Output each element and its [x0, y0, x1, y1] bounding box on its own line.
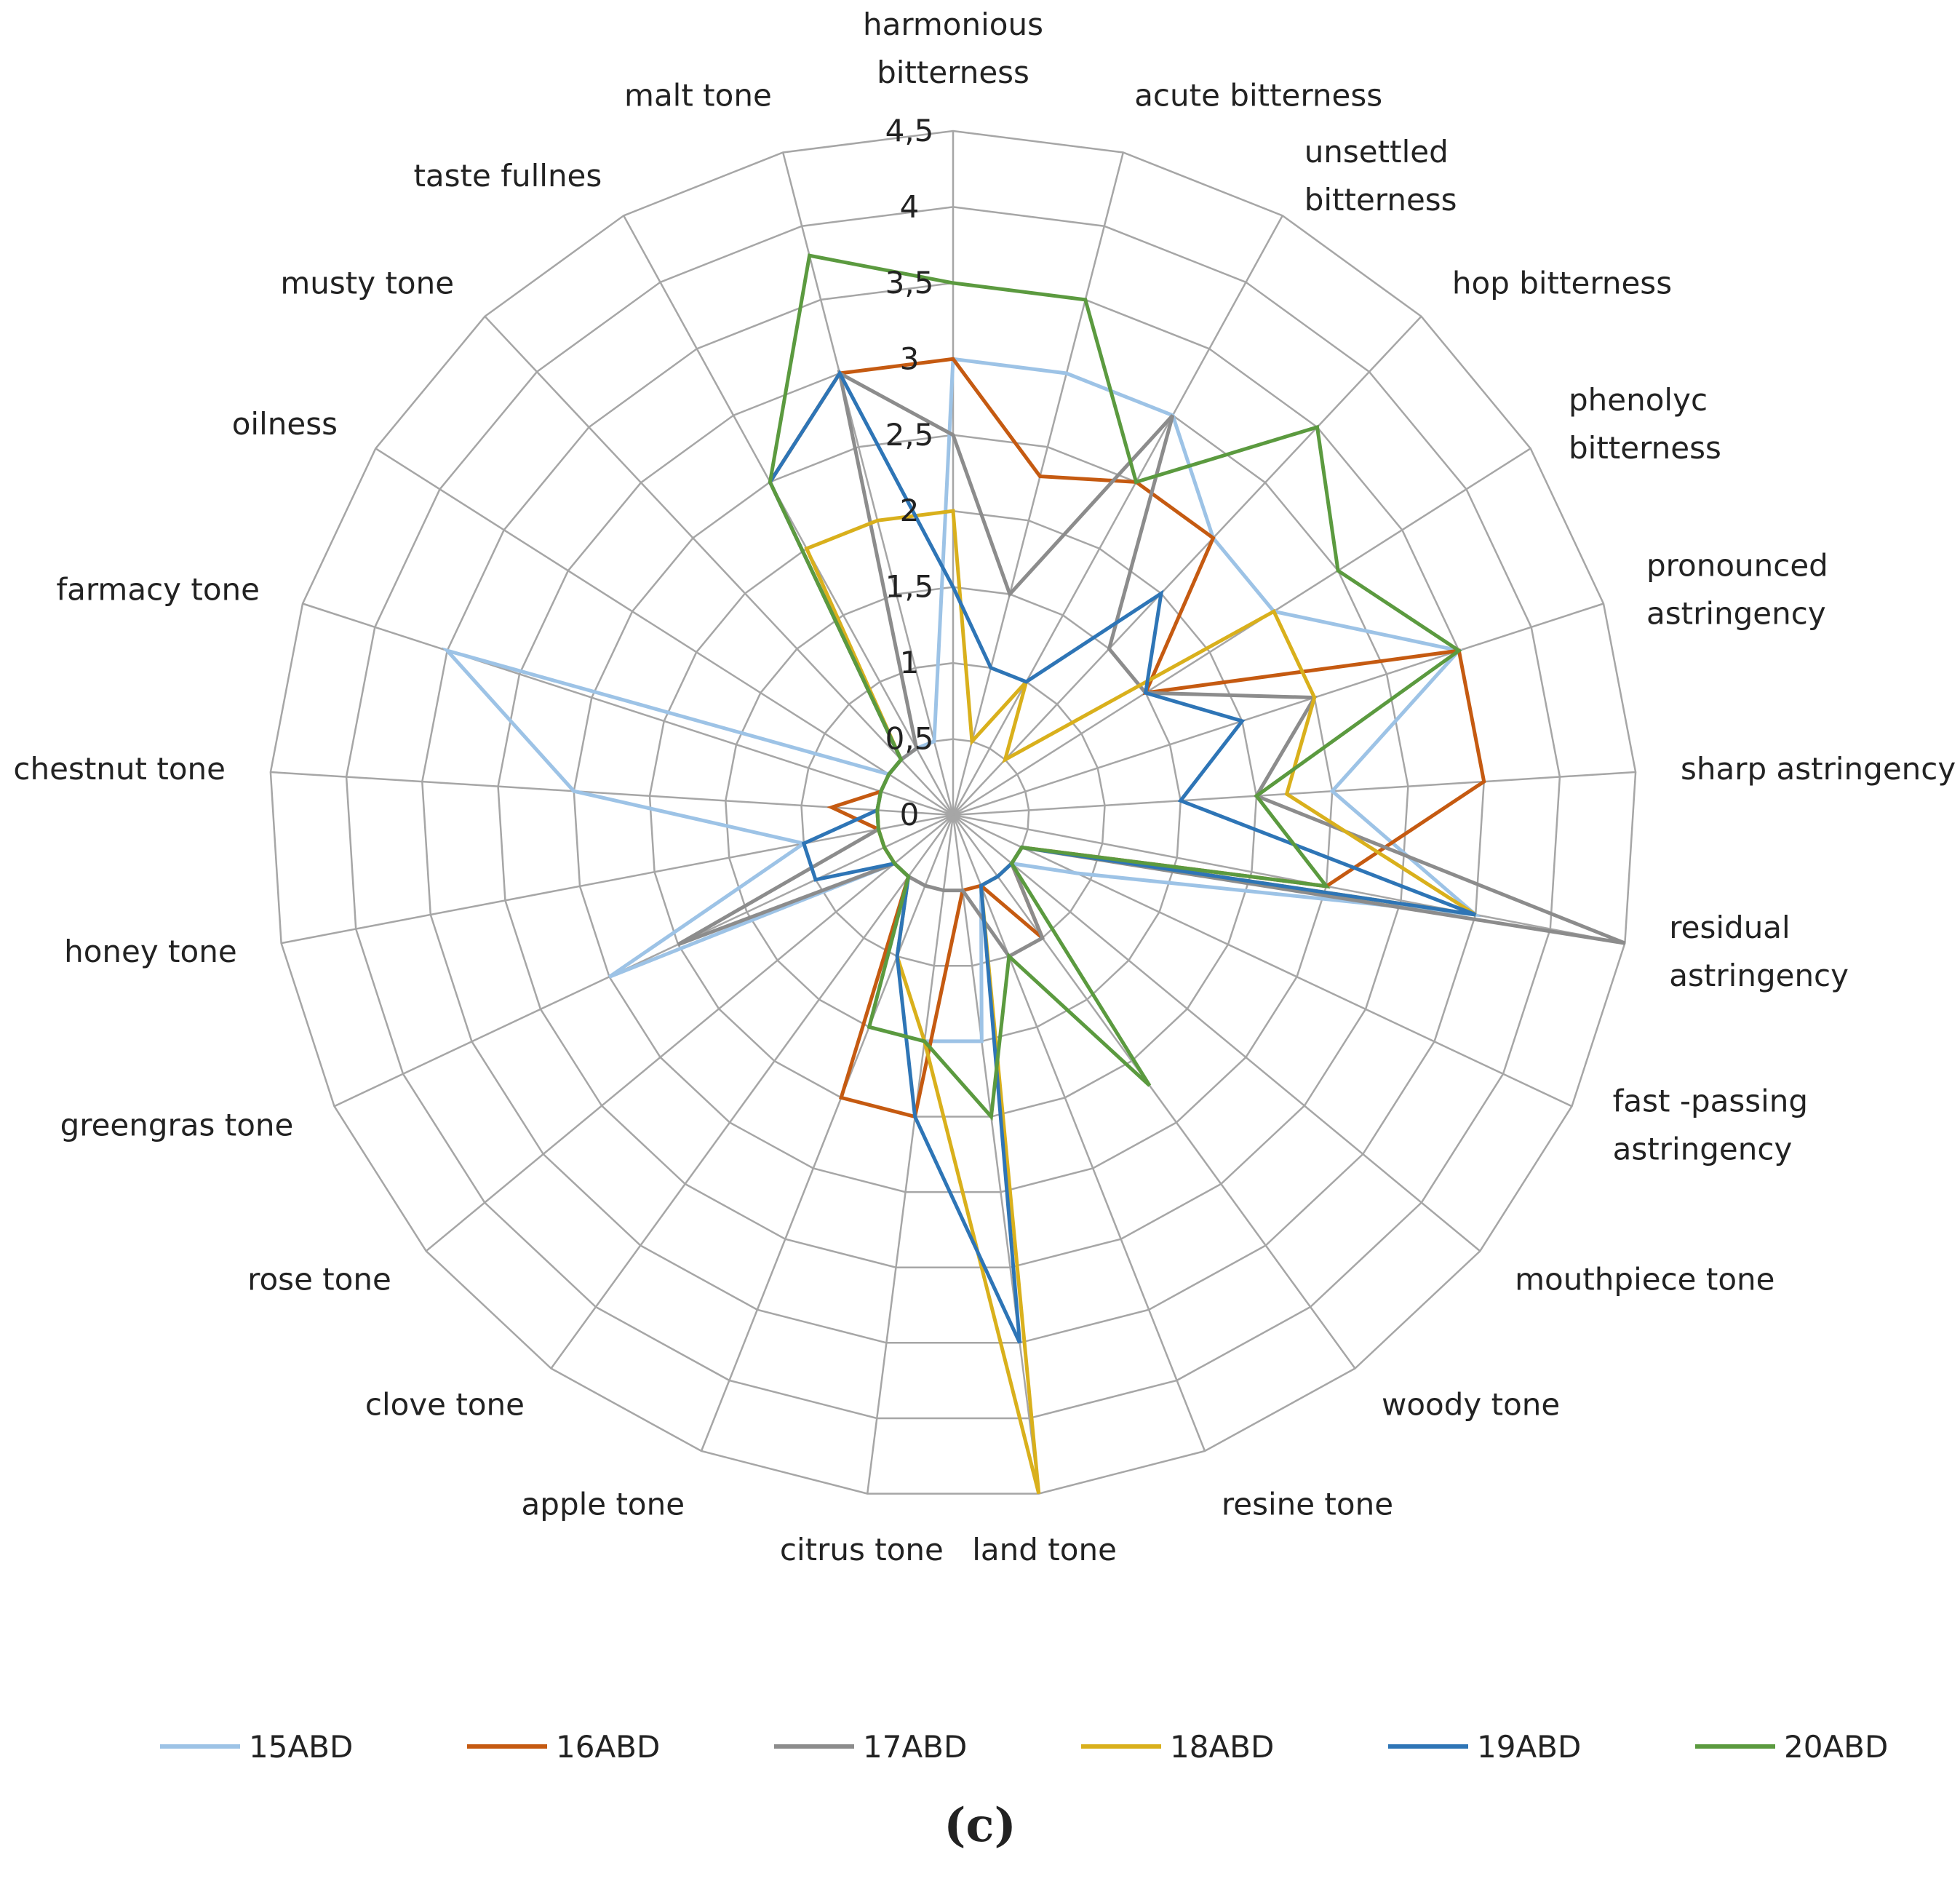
axis-label: mouthpiece tone [1515, 1262, 1774, 1297]
axis-label: greengras tone [60, 1108, 294, 1143]
data-series [442, 253, 1626, 1495]
legend-label: 15ABD [249, 1729, 353, 1765]
panel-label: (c) [944, 1798, 1016, 1853]
tick-label: 2,5 [885, 417, 934, 453]
spoke-line [700, 814, 955, 1452]
tick-label: 1,5 [885, 569, 934, 605]
spoke-line [302, 603, 954, 816]
spoke-line [952, 814, 1040, 1494]
legend-label: 17ABD [863, 1729, 967, 1765]
spoke-line [952, 814, 1206, 1452]
axis-label: residual astringency [1669, 910, 1849, 993]
tick-label: 4 [900, 188, 920, 224]
axis-label: pronounced astringency [1646, 547, 1828, 631]
spoke-line [952, 814, 1573, 1108]
legend-label: 18ABD [1170, 1729, 1274, 1765]
axis-label: phenolyc bitterness [1569, 382, 1721, 466]
axis-label: unsettled bitterness [1304, 134, 1457, 218]
axis-label: harmonious bitterness [863, 7, 1043, 90]
axis-label: acute bitterness [1134, 78, 1382, 114]
tick-label: 1 [900, 645, 920, 680]
spoke-line [952, 152, 1125, 816]
axis-label: sharp astringency [1681, 751, 1956, 787]
axis-label: hop bitterness [1452, 266, 1672, 301]
axis-labels: harmonious bitterness acute bitterness unse… [13, 7, 1956, 1567]
spoke-line [484, 315, 954, 816]
tick-label: 0,5 [885, 721, 934, 757]
tick-label: 0 [900, 797, 920, 832]
spoke-line [281, 814, 954, 945]
spoke-line [952, 315, 1422, 816]
series-line-15ABD [442, 357, 1481, 1044]
spoke-line [952, 814, 1481, 1252]
tick-label: 2 [900, 493, 920, 528]
legend-label: 16ABD [556, 1729, 660, 1765]
grid-ring [269, 130, 1637, 1495]
tick-label: 3 [900, 341, 920, 376]
radar-spokes [270, 131, 1636, 1494]
spoke-line [550, 814, 955, 1370]
spoke-line [952, 814, 1625, 945]
grid-ring [497, 358, 1409, 1268]
spoke-line [781, 152, 955, 816]
axis-label: oilness [232, 406, 338, 442]
axis-label: malt tone [624, 78, 772, 114]
axis-label: citrus tone [780, 1532, 944, 1567]
spoke-line [333, 814, 954, 1108]
axis-label: musty tone [280, 266, 454, 301]
axis-label: farmacy tone [56, 571, 260, 607]
spoke-line [952, 448, 1531, 816]
spoke-line [425, 814, 954, 1252]
legend: 15ABD 16ABD 17ABD 18ABD 19ABD 20ABD [160, 1729, 1888, 1765]
spoke-line [952, 215, 1283, 816]
axis-label: taste fullnes [413, 158, 602, 194]
grid-ring [800, 661, 1106, 967]
grid-ring [345, 206, 1561, 1420]
spoke-line [952, 771, 1636, 816]
axis-label: apple tone [522, 1487, 685, 1522]
legend-label: 20ABD [1784, 1729, 1888, 1765]
tick-label: 4,5 [885, 113, 934, 148]
spoke-line [270, 771, 954, 816]
axis-label: woody tone [1382, 1387, 1560, 1423]
axis-label: honey tone [64, 934, 237, 969]
grid-ring [421, 282, 1485, 1344]
axis-label: land tone [972, 1532, 1117, 1567]
axis-label: rose tone [247, 1262, 391, 1297]
spoke-line [952, 814, 1356, 1370]
spoke-line [623, 215, 955, 816]
spoke-line [952, 603, 1604, 816]
series-line-20ABD [768, 253, 1462, 1121]
legend-label: 19ABD [1477, 1729, 1581, 1765]
spoke-line [866, 814, 955, 1494]
axis-label: chestnut tone [13, 751, 226, 787]
tick-label: 3,5 [885, 265, 934, 301]
axis-label: fast -passing astringency [1613, 1084, 1809, 1167]
axis-label: resine tone [1222, 1487, 1393, 1522]
tick-labels: 0 0,5 1 1,5 2 2,5 3 3,5 4 4,5 [885, 113, 934, 832]
axis-label: clove tone [365, 1387, 525, 1423]
grid-ring [648, 509, 1258, 1118]
spoke-line [375, 448, 954, 816]
